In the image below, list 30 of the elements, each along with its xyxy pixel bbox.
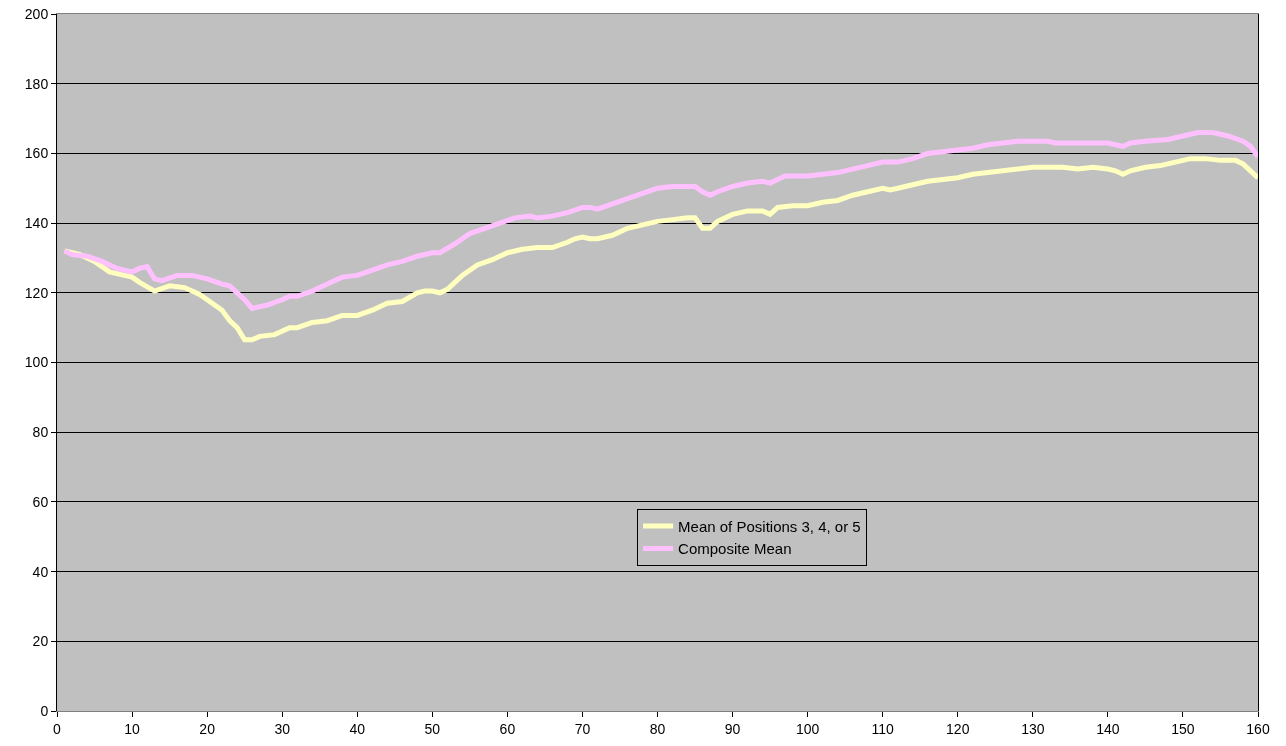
x-tick-label: 40: [349, 720, 366, 737]
x-tick-label: 150: [1171, 720, 1195, 737]
x-tick-label: 20: [199, 720, 216, 737]
x-tick-label: 30: [274, 720, 291, 737]
x-tick-label: 60: [499, 720, 516, 737]
y-tick-label: 0: [40, 702, 49, 719]
y-tick-label: 100: [24, 354, 49, 371]
y-tick-label: 20: [32, 633, 49, 650]
x-tick-label: 130: [1021, 720, 1045, 737]
x-tick-label: 10: [124, 720, 141, 737]
y-tick-label: 180: [24, 75, 49, 92]
y-tick-label: 40: [32, 563, 49, 580]
x-tick-label: 90: [724, 720, 741, 737]
y-tick-label: 200: [24, 5, 49, 22]
x-tick-label: 50: [424, 720, 441, 737]
x-tick-label: 140: [1096, 720, 1120, 737]
y-tick-label: 160: [24, 145, 49, 162]
x-tick-label: 100: [795, 720, 820, 737]
x-tick-label: 0: [53, 720, 62, 737]
y-tick-label: 60: [32, 493, 49, 510]
x-tick-label: 110: [871, 720, 895, 737]
x-tick-label: 160: [1246, 720, 1270, 737]
y-tick-label: 80: [32, 424, 49, 441]
x-tick-label: 80: [649, 720, 666, 737]
y-tick-label: 140: [24, 215, 49, 231]
x-tick-label: 70: [574, 720, 591, 737]
legend-label: Composite Mean: [678, 540, 792, 558]
x-tick-label: 120: [946, 720, 970, 737]
y-tick-label: 120: [24, 284, 49, 301]
legend-label: Mean of Positions 3, 4, or 5: [678, 517, 861, 535]
